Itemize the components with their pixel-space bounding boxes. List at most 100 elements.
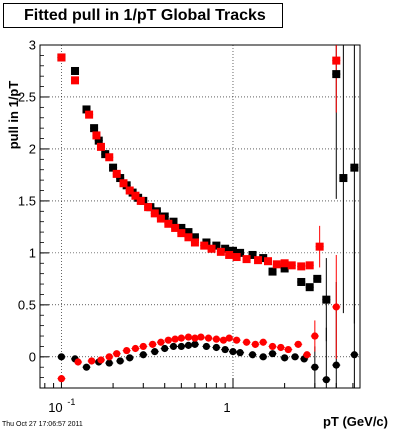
y-axis-label: pull in 1/pT <box>6 81 21 150</box>
data-point-circle <box>248 351 257 359</box>
data-point-square <box>171 223 180 232</box>
data-point-square <box>190 238 199 247</box>
data-point-circle <box>97 356 105 364</box>
x-tick-label: 10 <box>48 400 62 415</box>
data-point-circle <box>88 357 96 365</box>
data-point-circle <box>191 340 199 348</box>
data-point-square <box>164 219 173 228</box>
data-point-square <box>150 209 159 218</box>
data-point-square <box>92 131 101 140</box>
data-point-square <box>315 242 324 251</box>
data-point-circle <box>221 345 229 354</box>
data-point-square <box>116 174 125 183</box>
data-point-circle <box>139 351 147 359</box>
tick-labels: 0 0.5 1 1.5 2 2.5 3 10 -1 1 <box>18 38 231 416</box>
data-point-circle <box>161 344 169 353</box>
data-point-square <box>109 163 118 172</box>
data-point-square <box>82 105 91 114</box>
data-point-square <box>136 196 145 205</box>
data-point-circle <box>322 376 330 384</box>
data-point-circle <box>350 351 358 359</box>
data-point-circle <box>259 353 267 361</box>
data-point-circle <box>157 338 165 346</box>
data-point-square <box>71 66 80 75</box>
y-tick-label: 0 <box>29 349 36 364</box>
data-point-circle <box>202 342 211 351</box>
data-point-square <box>85 110 94 119</box>
data-point-circle <box>105 359 113 367</box>
data-point-square <box>254 256 263 265</box>
x-tick-label-exponent: -1 <box>67 397 75 407</box>
data-point-square <box>156 214 165 223</box>
data-point-circle <box>277 343 285 352</box>
data-point-square <box>212 241 221 250</box>
data-point-square <box>272 260 281 269</box>
data-point-circle <box>311 332 319 340</box>
y-tick-label: 2 <box>29 141 36 156</box>
data-point-square <box>248 250 257 259</box>
data-point-circle <box>236 349 244 357</box>
data-point-circle <box>164 336 172 344</box>
data-point-circle <box>294 340 302 348</box>
data-point-square <box>305 261 314 270</box>
data-point-square <box>216 247 225 256</box>
chart-title: Fitted pull in 1/pT Global Tracks <box>3 3 283 28</box>
y-tick-label: 1 <box>29 245 36 260</box>
data-point-square <box>207 244 216 253</box>
data-point-circle <box>171 335 179 343</box>
data-point-circle <box>57 353 66 361</box>
data-point-square <box>169 217 178 226</box>
data-point-square <box>322 295 331 304</box>
data-point-square <box>125 186 134 195</box>
data-point-circle <box>113 350 121 358</box>
y-tick-label: 0.5 <box>18 297 36 312</box>
grid <box>40 44 360 388</box>
data-point-circle <box>212 343 220 352</box>
data-point-square <box>225 250 234 259</box>
data-point-square <box>96 142 105 151</box>
data-point-circle <box>284 345 292 354</box>
data-point-circle <box>151 348 159 356</box>
data-point-square <box>232 253 241 262</box>
data-point-square <box>131 191 140 200</box>
data-point-circle <box>291 353 299 361</box>
data-point-circle <box>74 358 82 366</box>
data-point-square <box>184 228 193 237</box>
data-point-square <box>177 229 186 238</box>
data-point-square <box>350 163 359 172</box>
data-point-circle <box>139 342 147 351</box>
data-point-circle <box>219 336 228 344</box>
data-point-circle <box>191 334 199 342</box>
data-point-square <box>190 233 199 242</box>
data-point-circle <box>233 336 241 344</box>
data-point-circle <box>204 334 213 342</box>
data-point-circle <box>177 334 185 342</box>
data-point-circle <box>123 346 131 355</box>
data-point-square <box>264 257 273 266</box>
data-point-square <box>119 179 128 188</box>
data-point-square <box>177 223 186 232</box>
data-point-square <box>236 248 245 257</box>
data-point-square <box>105 153 114 162</box>
data-point-square <box>332 56 341 65</box>
data-point-square <box>332 70 341 79</box>
data-point-square <box>259 254 268 263</box>
data-point-square <box>144 203 153 212</box>
data-point-square <box>101 150 110 159</box>
data-point-square <box>112 169 121 178</box>
data-point-circle <box>281 354 289 362</box>
data-point-circle <box>82 363 91 371</box>
data-point-square <box>280 264 289 273</box>
data-point-square <box>90 124 99 133</box>
data-point-circle <box>57 375 66 383</box>
y-tick-label: 3 <box>29 38 36 53</box>
x-tick-label: 1 <box>223 400 230 415</box>
data-point-square <box>297 262 306 271</box>
data-point-circle <box>169 342 178 351</box>
data-point-circle <box>126 354 134 362</box>
data-point-square <box>339 174 348 183</box>
y-tick-label: 2.5 <box>18 89 36 104</box>
data-point-square <box>221 244 230 253</box>
data-point-circle <box>149 340 157 348</box>
